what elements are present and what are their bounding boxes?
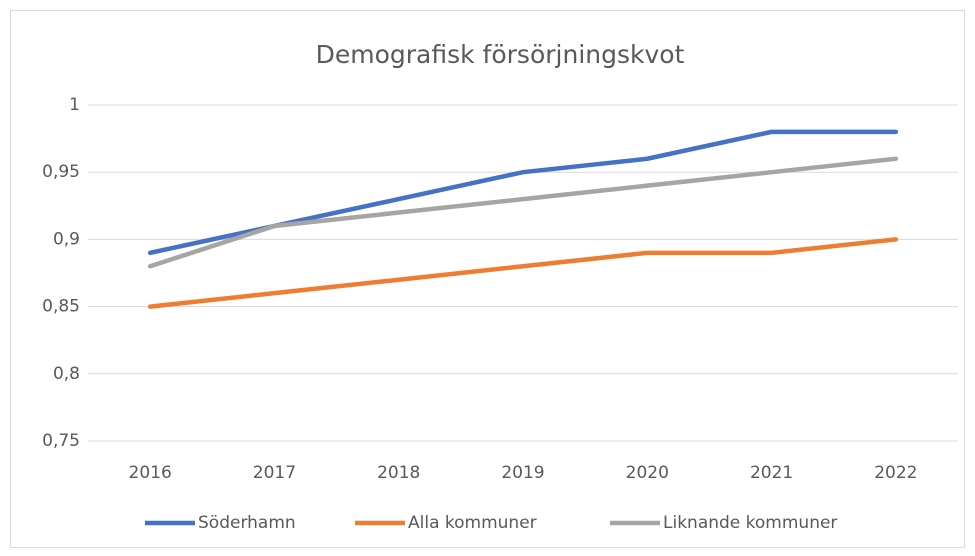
chart-title: Demografisk försörjningskvot — [316, 40, 685, 69]
x-tick-label: 2016 — [129, 463, 172, 483]
x-tick-label: 2017 — [253, 463, 296, 483]
x-tick-label: 2022 — [874, 463, 917, 483]
x-tick-label: 2019 — [501, 463, 544, 483]
y-tick-label: 0,75 — [42, 431, 80, 451]
y-tick-label: 0,85 — [42, 297, 80, 317]
legend-label: Söderhamn — [198, 513, 296, 533]
x-tick-label: 2018 — [377, 463, 420, 483]
series-line — [147, 237, 899, 309]
y-tick-label: 0,9 — [53, 229, 80, 249]
legend-label: Liknande kommuner — [663, 513, 837, 533]
legend-label: Alla kommuner — [408, 513, 537, 533]
y-tick-label: 0,8 — [53, 364, 80, 384]
x-tick-label: 2021 — [750, 463, 793, 483]
x-tick-label: 2020 — [626, 463, 669, 483]
chart-border — [10, 10, 965, 548]
series-line — [147, 156, 899, 269]
y-tick-label: 1 — [69, 95, 80, 115]
y-tick-label: 0,95 — [42, 162, 80, 182]
